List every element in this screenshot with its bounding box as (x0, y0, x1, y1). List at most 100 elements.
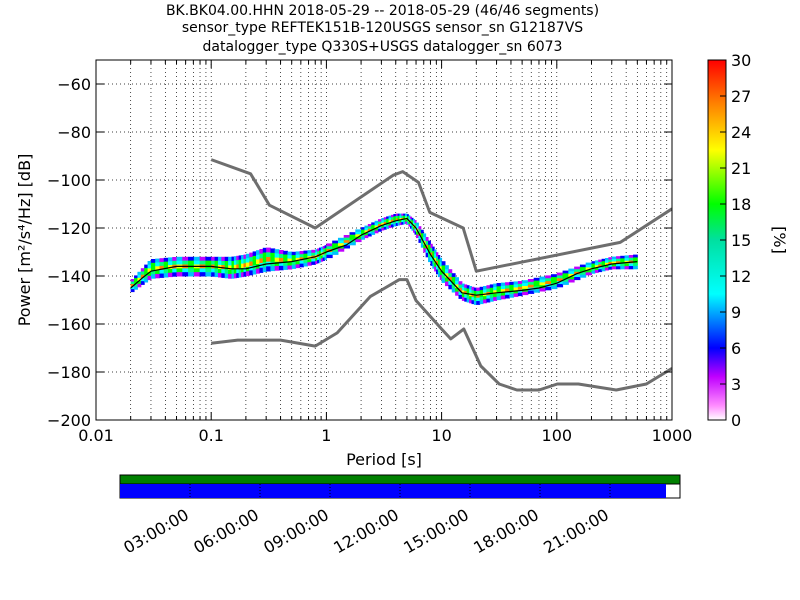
density-cell (221, 256, 226, 262)
density-cell (403, 219, 406, 223)
density-cell (444, 269, 449, 274)
density-cell (252, 260, 257, 266)
density-cell (144, 278, 149, 283)
density-cell (395, 213, 399, 217)
density-cell (355, 234, 362, 238)
colorbar-tick-label: 15 (731, 231, 751, 250)
density-cell (386, 223, 390, 227)
density-cell (451, 280, 456, 285)
density-cell (320, 258, 324, 262)
density-cell (386, 226, 390, 229)
density-cell (147, 264, 152, 269)
density-cell (458, 281, 463, 286)
density-cell (493, 286, 498, 291)
density-cell (493, 290, 498, 295)
density-cell (214, 268, 219, 274)
density-cell (371, 229, 376, 233)
density-cell (193, 256, 201, 262)
density-cell (605, 267, 609, 271)
density-cell (150, 274, 156, 279)
density-cell (367, 226, 372, 230)
density-cell (193, 268, 201, 273)
density-cell (270, 261, 276, 267)
density-cell (423, 244, 427, 249)
density-cell (423, 233, 427, 238)
density-cell (228, 273, 232, 279)
density-cell (479, 293, 484, 298)
density-cell (608, 259, 613, 263)
density-cell (388, 225, 392, 229)
colorbar-tick-label: 21 (731, 159, 751, 178)
density-cell (390, 219, 394, 223)
density-cell (406, 222, 409, 225)
density-cell (343, 245, 351, 249)
density-cell (140, 274, 145, 279)
density-cell (245, 266, 250, 272)
density-cell (594, 260, 599, 264)
density-cell (233, 273, 237, 279)
plot-area (96, 60, 672, 420)
density-cell (214, 272, 219, 278)
density-cell (455, 288, 460, 293)
density-cell (199, 268, 206, 273)
density-cell (307, 262, 312, 266)
density-cell (231, 260, 235, 266)
density-cell (238, 259, 242, 265)
density-cell (176, 268, 183, 273)
density-cell (432, 263, 435, 269)
density-cell (252, 251, 257, 257)
density-cell (163, 257, 169, 263)
density-cell (144, 271, 149, 276)
density-cell (444, 273, 449, 278)
density-cell (574, 266, 581, 270)
density-cell (436, 256, 439, 262)
density-cell (287, 262, 293, 267)
density-cell (439, 257, 443, 263)
density-cell (496, 286, 502, 291)
density-cell (601, 268, 606, 272)
density-cell (140, 277, 145, 282)
density-cell (326, 254, 333, 259)
x-tick-label: 10 (431, 426, 451, 445)
density-cell (159, 258, 165, 263)
density-cell (390, 222, 394, 225)
density-cell (522, 285, 529, 290)
density-cell (144, 275, 149, 280)
density-cell (585, 262, 592, 266)
density-cell (430, 252, 433, 258)
density-cell (243, 271, 247, 277)
density-cell (437, 267, 441, 273)
density-cell (556, 281, 564, 285)
density-cell (155, 258, 160, 263)
density-cell (199, 260, 206, 265)
density-cell (137, 277, 142, 282)
density-cell (322, 254, 326, 259)
density-cell (224, 269, 229, 275)
density-cell (172, 260, 178, 266)
x-tick-label: 100 (542, 426, 573, 445)
density-cell (624, 258, 630, 262)
density-cell (233, 256, 237, 262)
density-cell (489, 297, 494, 302)
density-cell (469, 296, 472, 300)
density-cell (439, 270, 443, 276)
density-cell (262, 266, 267, 273)
density-cell (568, 273, 575, 278)
density-cell (349, 232, 356, 236)
density-cell (291, 251, 297, 256)
density-cell (416, 225, 419, 230)
density-cell (455, 280, 460, 285)
density-cell (420, 233, 424, 238)
density-cell (303, 262, 308, 267)
density-cell (616, 258, 621, 262)
density-cell (413, 219, 416, 223)
density-cell (361, 227, 365, 231)
density-cell (274, 261, 280, 267)
density-cell (496, 289, 502, 294)
density-cell (408, 217, 411, 221)
density-cell (430, 261, 433, 266)
density-cell (318, 247, 322, 251)
density-cell (205, 268, 212, 273)
time-tick-label: 03:00:00 (120, 505, 192, 557)
density-cell (172, 257, 178, 262)
